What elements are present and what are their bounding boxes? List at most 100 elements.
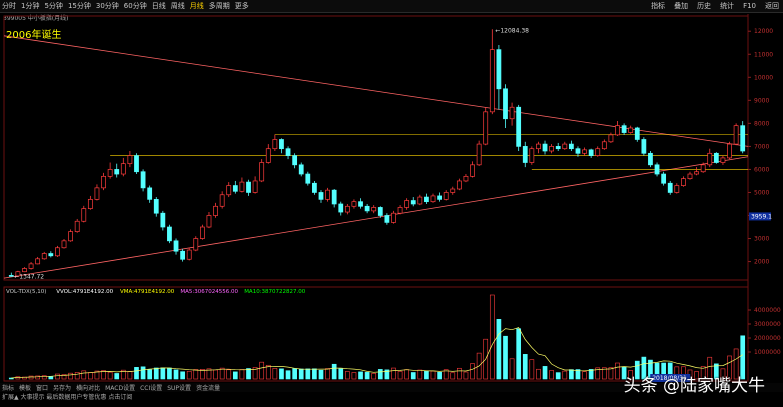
- candle-body: [568, 143, 574, 150]
- candle-body: [219, 194, 225, 207]
- tab-10[interactable]: 更多: [234, 2, 249, 10]
- price-panel-frame: [3, 15, 749, 281]
- footer-tab-3[interactable]: 另存为: [53, 385, 72, 392]
- volume-bar: [325, 368, 330, 380]
- tab-1[interactable]: 1分钟: [21, 2, 40, 10]
- volume-bar: [200, 369, 205, 380]
- price-tick-label: 5000: [754, 189, 769, 196]
- candle-body: [687, 173, 693, 179]
- tab-4[interactable]: 30分钟: [95, 2, 119, 10]
- tool-button-0[interactable]: 指标: [651, 2, 666, 10]
- candle-body: [463, 175, 469, 182]
- footer-tab-4[interactable]: 横向对比: [76, 385, 101, 392]
- tab-2[interactable]: 5分钟: [44, 2, 63, 10]
- candle-body: [292, 155, 298, 166]
- candle-body: [68, 231, 73, 242]
- volume-bar: [714, 363, 719, 380]
- volume-bar: [615, 362, 620, 380]
- tool-button-5[interactable]: 返回: [765, 2, 779, 10]
- candle-body: [272, 139, 278, 150]
- tab-0[interactable]: 分时: [2, 2, 16, 10]
- candle-body: [654, 164, 660, 175]
- candle-body: [120, 163, 126, 175]
- tool-button-4[interactable]: F10: [743, 2, 756, 10]
- volume-bar: [503, 335, 508, 380]
- volume-bar: [496, 319, 502, 380]
- volume-tick-label: 4000000: [754, 307, 781, 314]
- footer-tab-6[interactable]: CCI设置: [140, 385, 163, 392]
- volume-bar: [733, 348, 739, 380]
- volume-bar: [226, 369, 232, 380]
- candle-body: [496, 49, 502, 90]
- volume-bar: [727, 355, 732, 380]
- tool-button-2[interactable]: 历史: [697, 2, 712, 10]
- volume-bar: [48, 376, 54, 380]
- volume-bar: [588, 369, 594, 380]
- candle-body: [41, 253, 47, 260]
- birth-annotation: 2006年诞生: [6, 28, 61, 41]
- volume-bar: [167, 367, 172, 380]
- footer-tab-7[interactable]: SUP设置: [167, 385, 192, 392]
- volume-bar: [219, 367, 225, 380]
- volume-bar: [569, 369, 574, 380]
- candle-body: [199, 226, 205, 239]
- tool-button-1[interactable]: 叠加: [674, 2, 689, 10]
- volume-bar: [35, 375, 40, 380]
- volume-bar: [489, 294, 495, 380]
- candle-body: [628, 127, 634, 133]
- volume-bar: [371, 373, 377, 380]
- candle-body: [641, 139, 647, 154]
- tab-8[interactable]: 月线: [189, 2, 204, 10]
- footer-tab-0[interactable]: 指标: [2, 385, 15, 392]
- volume-bar: [404, 369, 409, 380]
- tab-5[interactable]: 60分钟: [123, 2, 147, 10]
- volume-bar: [134, 367, 139, 380]
- candle-body: [700, 164, 706, 173]
- date-marker-tag: [650, 374, 691, 382]
- tab-9[interactable]: 多周期: [208, 2, 230, 10]
- tab-6[interactable]: 日线: [151, 2, 166, 10]
- footer-tab-8[interactable]: 资金流量: [196, 385, 221, 392]
- tool-button-3[interactable]: 统计: [720, 2, 735, 10]
- candle-body: [536, 143, 541, 150]
- candle-body: [167, 226, 172, 242]
- period-tabs: 分时 1分钟 5分钟 15分钟 30分钟 60分钟 日线 周线 月线 多周期 更多: [2, 0, 249, 12]
- tab-7[interactable]: 周线: [170, 2, 185, 10]
- candle-body: [101, 175, 106, 189]
- candle-body: [549, 146, 555, 152]
- volume-bar: [81, 370, 87, 380]
- volume-bar: [272, 368, 278, 380]
- candle-body: [417, 196, 423, 205]
- volume-bar: [424, 370, 429, 380]
- footer-tab-2[interactable]: 窗口: [36, 385, 49, 392]
- price-tick-label: 8000: [754, 120, 769, 127]
- footer-tab-5[interactable]: MACD设置: [105, 385, 136, 392]
- volume-bar: [318, 369, 324, 380]
- candle-body: [437, 195, 442, 200]
- volume-bar: [536, 368, 541, 380]
- volume-bar: [720, 368, 726, 380]
- volume-bar: [292, 368, 297, 380]
- volume-bar: [285, 370, 291, 380]
- current-price-label: 3959.1: [751, 213, 772, 220]
- price-tick-label: 7000: [754, 143, 769, 150]
- candle-body: [206, 215, 212, 228]
- candle-body: [516, 106, 522, 147]
- volume-bar: [516, 328, 522, 380]
- candle-body: [140, 171, 146, 189]
- footer-tab-1[interactable]: 模板: [19, 385, 32, 392]
- volume-bar: [562, 370, 568, 380]
- candle-body: [22, 268, 27, 273]
- candle-body: [28, 263, 34, 269]
- volume-bar: [410, 372, 416, 380]
- max-price-label: ←12084.38: [495, 27, 529, 34]
- candle-body: [134, 155, 139, 173]
- candle-body: [410, 200, 416, 205]
- volume-bar: [522, 354, 528, 380]
- volume-bar: [628, 370, 634, 380]
- tab-3[interactable]: 15分钟: [67, 2, 91, 10]
- price-tick-label: 10000: [754, 74, 773, 81]
- volume-bar: [305, 368, 311, 380]
- volume-bar: [279, 368, 284, 380]
